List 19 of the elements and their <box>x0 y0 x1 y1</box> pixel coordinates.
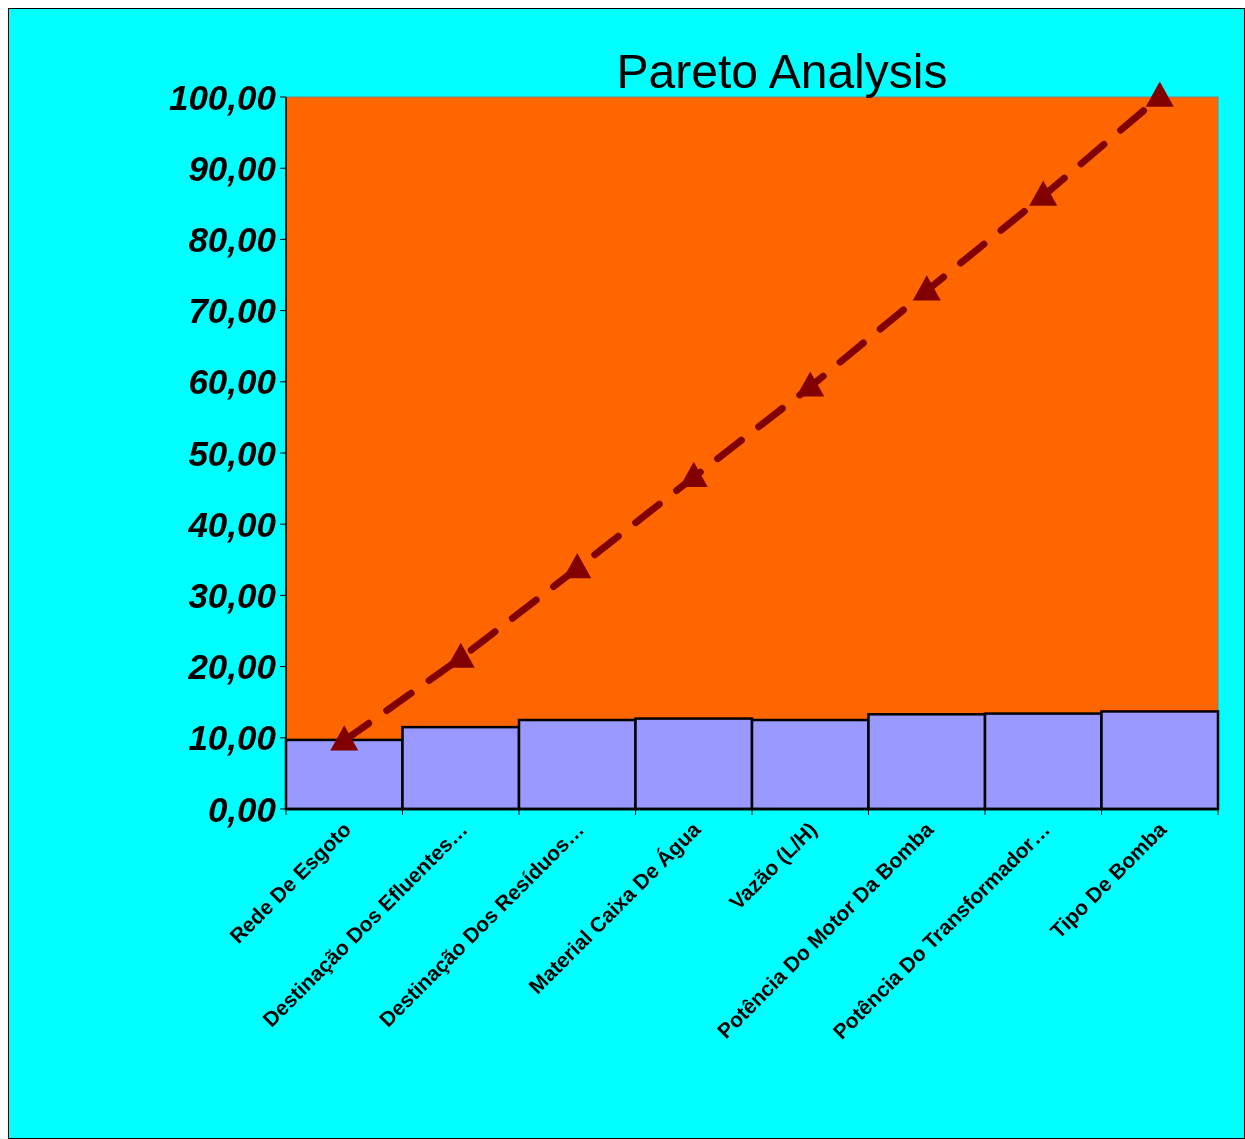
y-tick-label: 90,00 <box>188 148 277 188</box>
y-tick-label: 20,00 <box>187 647 277 687</box>
point <box>679 461 708 488</box>
point <box>330 725 359 751</box>
y-tick-label: 70,00 <box>188 291 277 331</box>
point <box>1029 180 1058 206</box>
point <box>1145 81 1174 107</box>
y-tick-label: 40,00 <box>187 504 277 544</box>
point <box>796 371 825 397</box>
y-tick-label: 50,00 <box>188 433 277 473</box>
y-tick-label: 30,00 <box>188 576 277 615</box>
y-tick-label: 60,00 <box>188 362 277 402</box>
y-tick-label: 10,00 <box>188 718 277 758</box>
point <box>563 552 592 579</box>
point <box>912 275 941 301</box>
y-tick-label: 0,00 <box>207 789 277 829</box>
y-tick-label: 80,00 <box>188 220 277 259</box>
chart-title: Pareto Analysis <box>616 45 948 98</box>
y-tick-label: 100,00 <box>168 77 277 117</box>
